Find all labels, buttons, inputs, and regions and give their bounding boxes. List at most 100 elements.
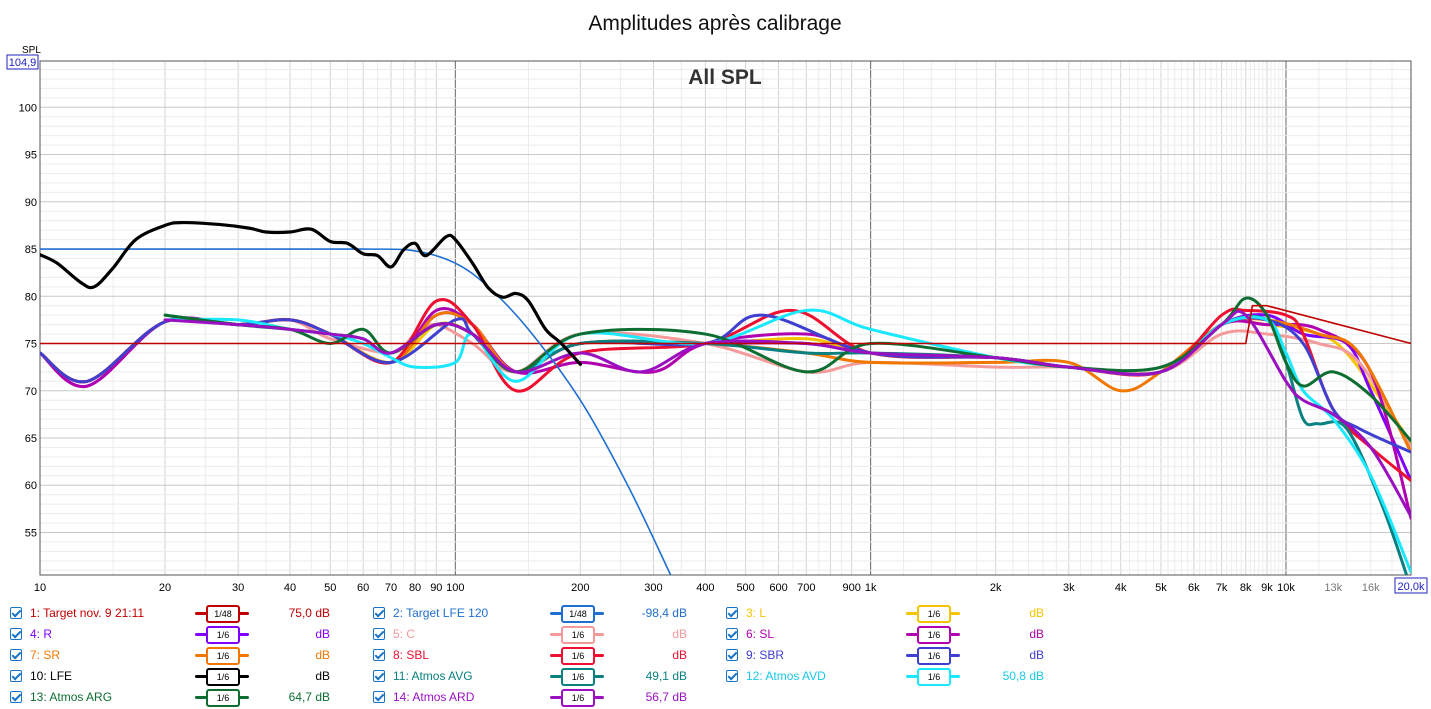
legend-checkbox[interactable] bbox=[373, 649, 385, 661]
legend-value: 50,8 dB bbox=[1002, 669, 1044, 683]
legend-checkbox[interactable] bbox=[373, 607, 385, 619]
legend-item[interactable]: 7: SR 1/6 dB bbox=[10, 646, 340, 665]
legend-label: 14: Atmos ARD bbox=[393, 690, 475, 704]
x-tick-label: 700 bbox=[797, 582, 815, 594]
x-tick-label: 3k bbox=[1063, 582, 1075, 594]
legend-label: 10: LFE bbox=[30, 669, 73, 683]
legend-checkbox[interactable] bbox=[373, 691, 385, 703]
legend-value: dB bbox=[315, 648, 330, 662]
legend-item[interactable]: 11: Atmos AVG 1/6 49,1 dB bbox=[373, 667, 703, 686]
x-tick-label: 8k bbox=[1240, 582, 1252, 594]
legend-item[interactable]: 14: Atmos ARD 1/6 56,7 dB bbox=[373, 688, 703, 707]
x-tick-label: 900 bbox=[842, 582, 860, 594]
legend-item[interactable]: 3: L 1/6 dB bbox=[726, 604, 1056, 623]
legend-line-swatch[interactable]: 1/6 bbox=[906, 626, 960, 644]
smoothing-label: 1/6 bbox=[561, 626, 595, 644]
legend-line-swatch[interactable]: 1/6 bbox=[195, 647, 249, 665]
legend-item[interactable]: 2: Target LFE 120 1/48 -98,4 dB bbox=[373, 604, 703, 623]
x-tick-label: 60 bbox=[357, 582, 369, 594]
legend-value: 75,0 dB bbox=[288, 606, 330, 620]
legend-checkbox[interactable] bbox=[726, 670, 738, 682]
legend-item[interactable]: 13: Atmos ARG 1/6 64,7 dB bbox=[10, 688, 340, 707]
grid-lines bbox=[39, 61, 1412, 575]
legend-value: dB bbox=[1029, 648, 1044, 662]
legend-label: 2: Target LFE 120 bbox=[393, 606, 489, 620]
y-tick-label: 100 bbox=[19, 102, 37, 114]
legend-checkbox[interactable] bbox=[10, 649, 22, 661]
legend-line-swatch[interactable]: 1/6 bbox=[550, 689, 604, 707]
legend-value: -98,4 dB bbox=[641, 606, 687, 620]
series-line-lfe bbox=[40, 220, 582, 366]
legend-checkbox[interactable] bbox=[726, 649, 738, 661]
legend-line-swatch[interactable]: 1/6 bbox=[195, 689, 249, 707]
x-tick-label: 4k bbox=[1115, 582, 1127, 594]
legend-item[interactable]: 8: SBL 1/6 dB bbox=[373, 646, 703, 665]
x-tick-label: 200 bbox=[571, 582, 589, 594]
x-tick-label: 100 bbox=[446, 582, 464, 594]
x-tick-label: 7k bbox=[1216, 582, 1228, 594]
smoothing-label: 1/48 bbox=[206, 605, 240, 623]
legend-line-swatch[interactable]: 1/48 bbox=[550, 605, 604, 623]
legend-checkbox[interactable] bbox=[10, 691, 22, 703]
x-tick-label: 10k bbox=[1277, 582, 1295, 594]
legend-value: 56,7 dB bbox=[645, 690, 687, 704]
legend-item[interactable]: 9: SBR 1/6 dB bbox=[726, 646, 1056, 665]
legend-label: 3: L bbox=[746, 606, 767, 620]
legend-label: 5: C bbox=[393, 627, 416, 641]
smoothing-label: 1/6 bbox=[206, 689, 240, 707]
y-top-box[interactable] bbox=[6, 54, 39, 70]
legend-checkbox[interactable] bbox=[373, 670, 385, 682]
series-line-atmos-arg bbox=[163, 296, 1411, 443]
x-right-box[interactable] bbox=[1394, 577, 1428, 594]
legend-checkbox[interactable] bbox=[10, 607, 22, 619]
legend-value: dB bbox=[672, 627, 687, 641]
x-tick-label: 500 bbox=[736, 582, 754, 594]
legend-item[interactable]: 5: C 1/6 dB bbox=[373, 625, 703, 644]
x-tick-label: 9k bbox=[1261, 582, 1273, 594]
legend-line-swatch[interactable]: 1/6 bbox=[550, 647, 604, 665]
legend-item[interactable]: 6: SL 1/6 dB bbox=[726, 625, 1056, 644]
smoothing-label: 1/6 bbox=[561, 689, 595, 707]
chart-title: Amplitudes après calibrage bbox=[588, 12, 841, 35]
x-tick-label: 400 bbox=[696, 582, 714, 594]
y-tick-label: 90 bbox=[25, 197, 37, 209]
legend-line-swatch[interactable]: 1/6 bbox=[550, 626, 604, 644]
legend-label: 8: SBL bbox=[393, 648, 430, 662]
legend-item[interactable]: 12: Atmos AVD 1/6 50,8 dB bbox=[726, 667, 1056, 686]
series-line-atmos-ard bbox=[163, 309, 1411, 518]
legend-item[interactable]: 1: Target nov. 9 21:11 1/48 75,0 dB bbox=[10, 604, 340, 623]
y-axis-name: SPL bbox=[22, 45, 41, 56]
legend-item[interactable]: 4: R 1/6 dB bbox=[10, 625, 340, 644]
x-tick-label: 5k bbox=[1155, 582, 1167, 594]
legend-value: dB bbox=[1029, 627, 1044, 641]
x-tick-label: 10 bbox=[34, 582, 46, 594]
series-lines bbox=[40, 220, 1411, 575]
legend-label: 6: SL bbox=[746, 627, 775, 641]
spl-chart[interactable]: Amplitudes après calibrage All SPL SPL 1… bbox=[0, 0, 1431, 600]
smoothing-label: 1/6 bbox=[206, 626, 240, 644]
legend-checkbox[interactable] bbox=[10, 670, 22, 682]
legend-checkbox[interactable] bbox=[726, 628, 738, 640]
legend-checkbox[interactable] bbox=[373, 628, 385, 640]
y-tick-label: 95 bbox=[25, 150, 37, 162]
legend-label: 7: SR bbox=[30, 648, 61, 662]
legend-line-swatch[interactable]: 1/6 bbox=[906, 668, 960, 686]
legend-line-swatch[interactable]: 1/6 bbox=[906, 605, 960, 623]
legend-label: 4: R bbox=[30, 627, 53, 641]
x-tick-label: 13k bbox=[1324, 582, 1342, 594]
legend-item[interactable]: 10: LFE 1/6 dB bbox=[10, 667, 340, 686]
legend-line-swatch[interactable]: 1/48 bbox=[195, 605, 249, 623]
legend-label: 1: Target nov. 9 21:11 bbox=[30, 606, 145, 620]
smoothing-label: 1/6 bbox=[917, 647, 951, 665]
legend-checkbox[interactable] bbox=[10, 628, 22, 640]
smoothing-label: 1/6 bbox=[206, 647, 240, 665]
legend-checkbox[interactable] bbox=[726, 607, 738, 619]
legend-label: 11: Atmos AVG bbox=[393, 669, 473, 683]
legend-line-swatch[interactable]: 1/6 bbox=[550, 668, 604, 686]
legend-line-swatch[interactable]: 1/6 bbox=[195, 626, 249, 644]
legend-line-swatch[interactable]: 1/6 bbox=[195, 668, 249, 686]
x-tick-label: 16k bbox=[1362, 582, 1380, 594]
x-tick-label: 30 bbox=[232, 582, 244, 594]
legend-line-swatch[interactable]: 1/6 bbox=[906, 647, 960, 665]
x-tick-label: 40 bbox=[284, 582, 296, 594]
